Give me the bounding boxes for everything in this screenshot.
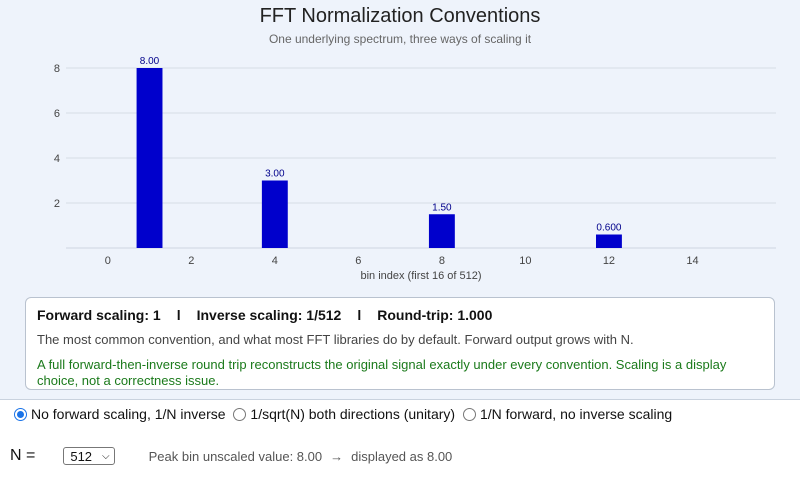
bar — [261, 180, 288, 248]
separator: l — [176, 307, 181, 323]
peak-unscaled: Peak bin unscaled value: 8.00 — [148, 448, 323, 464]
info-box: Forward scaling: 1 l Inverse scaling: 1/51… — [25, 297, 775, 390]
forward-scaling: Forward scaling: 1 — [37, 307, 161, 323]
chevron-down-icon[interactable]: ⌵ — [102, 450, 110, 462]
bar-value-label: 0.600 — [596, 223, 621, 234]
x-tick-label: 0 — [105, 255, 111, 267]
y-tick-label: 2 — [54, 198, 60, 210]
bar — [428, 214, 455, 248]
bar — [595, 234, 622, 248]
round-trip-note: A full forward-then-inverse round trip r… — [37, 357, 727, 388]
x-tick-label: 8 — [439, 255, 445, 267]
peak-readout: Peak bin unscaled value: 8.00 → displayed … — [149, 449, 453, 464]
scaling-summary: Forward scaling: 1 l Inverse scaling: 1/51… — [37, 307, 763, 323]
x-tick-label: 14 — [686, 255, 698, 267]
convention-description: The most common convention, and what mos… — [37, 332, 634, 347]
radio-button[interactable] — [462, 407, 476, 421]
chart-panel: FFT Normalization Conventions One underl… — [0, 0, 800, 400]
radio-button[interactable] — [14, 407, 27, 421]
radio-label[interactable]: No forward scaling, 1/N inverse — [31, 406, 226, 422]
x-tick-label: 2 — [188, 255, 194, 267]
y-tick-label: 4 — [54, 153, 60, 165]
inverse-scaling: Inverse scaling: 1/512 — [196, 307, 342, 323]
arrow-icon: → — [330, 448, 344, 464]
radio-label[interactable]: 1/sqrt(N) both directions (unitary) — [250, 406, 456, 422]
radio-label[interactable]: 1/N forward, no inverse scaling — [479, 406, 673, 422]
bar-value-label: 8.00 — [140, 56, 160, 67]
y-tick-label: 8 — [54, 63, 60, 75]
y-tick-label: 6 — [54, 108, 60, 120]
chart-title: FFT Normalization Conventions — [259, 5, 541, 27]
radio-option-unitary[interactable]: 1/sqrt(N) both directions (unitary) — [233, 406, 455, 422]
x-tick-label: 12 — [603, 255, 615, 267]
n-row: N = 512 ⌵ Peak bin unscaled value: 8.00 →… — [10, 447, 452, 465]
x-tick-label: 10 — [519, 255, 531, 267]
radio-option-forward-1n[interactable]: 1/N forward, no inverse scaling — [462, 406, 673, 422]
radio-option-no-forward[interactable]: No forward scaling, 1/N inverse — [14, 406, 226, 422]
x-tick-label: 4 — [272, 255, 278, 267]
radio-button[interactable] — [233, 407, 247, 421]
n-label: N = — [10, 447, 36, 464]
bar-chart: 2 4 6 8 0 2 4 6 8 10 12 14 bin index (first 16 of 51… — [54, 56, 776, 282]
n-select[interactable]: 512 ⌵ — [63, 447, 115, 465]
round-trip: Round-trip: 1.000 — [377, 307, 493, 323]
n-select-value[interactable]: 512 — [70, 448, 93, 464]
x-axis-label: bin index (first 16 of 512) — [360, 270, 481, 282]
bar-value-label: 1.50 — [432, 202, 452, 213]
bar-value-label: 3.00 — [265, 169, 285, 180]
chart-subtitle: One underlying spectrum, three ways of s… — [268, 32, 532, 46]
separator: l — [357, 307, 362, 323]
peak-displayed: displayed as 8.00 — [351, 448, 453, 464]
x-tick-label: 6 — [355, 255, 361, 267]
convention-radio-group: No forward scaling, 1/N inverse 1/sqrt(N… — [14, 406, 676, 424]
bar — [136, 68, 163, 248]
